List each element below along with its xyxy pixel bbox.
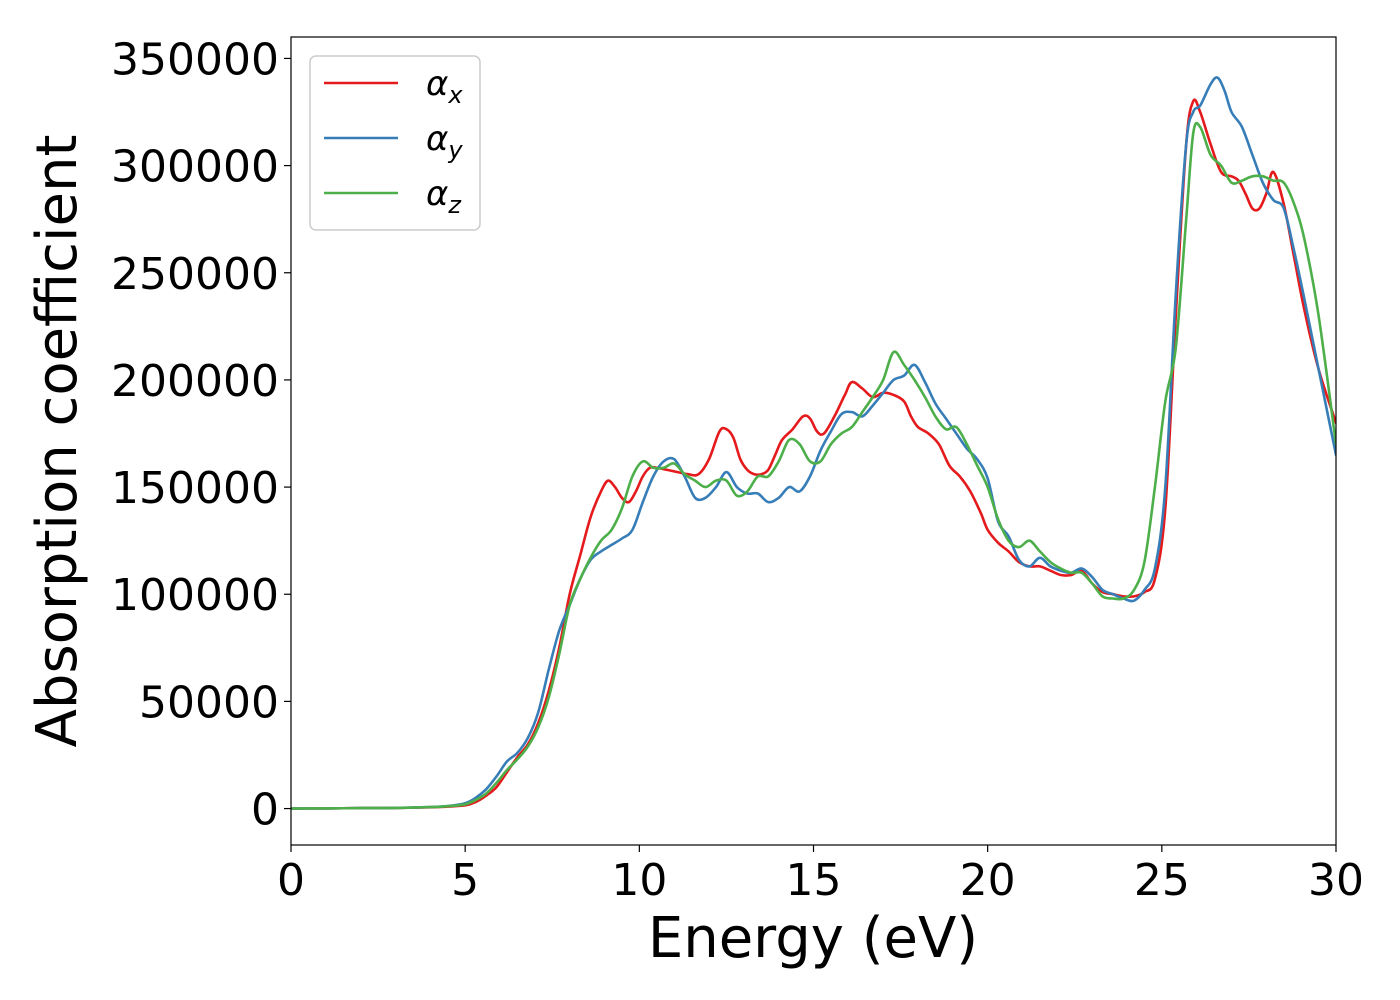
x-tick-label: 25: [1134, 855, 1190, 906]
y-tick-label: 0: [251, 785, 279, 836]
x-tick-label: 20: [960, 855, 1016, 906]
series-layer: [291, 76, 1336, 810]
legend-label: αx: [426, 64, 463, 109]
y-tick-label: 50000: [139, 677, 279, 728]
series-line-alpha-y: [291, 76, 1336, 810]
y-tick-label: 300000: [111, 142, 279, 193]
y-tick-label: 150000: [111, 463, 279, 514]
y-axis-title: Absorption coefficient: [25, 135, 90, 748]
x-tick-label: 0: [277, 855, 305, 906]
x-tick-label: 30: [1308, 855, 1364, 906]
x-axis: 0 5 10 15 20 25 30: [277, 845, 1364, 906]
y-tick-label: 100000: [111, 570, 279, 621]
legend-label: αz: [426, 174, 462, 219]
y-tick-label: 250000: [111, 249, 279, 300]
y-tick-label: 200000: [111, 356, 279, 407]
legend-box: [309, 55, 481, 231]
x-tick-label: 15: [786, 855, 842, 906]
x-tick-label: 10: [611, 855, 667, 906]
series-line-alpha-z: [291, 121, 1336, 810]
y-axis: 0 50000 100000 150000 200000 250000 300000 3500…: [111, 34, 291, 836]
x-tick-label: 5: [451, 855, 479, 906]
legend-label: αy: [426, 119, 463, 164]
x-axis-title: Energy (eV): [648, 906, 978, 971]
legend: αx αy αz: [309, 55, 481, 231]
y-tick-label: 350000: [111, 34, 279, 85]
